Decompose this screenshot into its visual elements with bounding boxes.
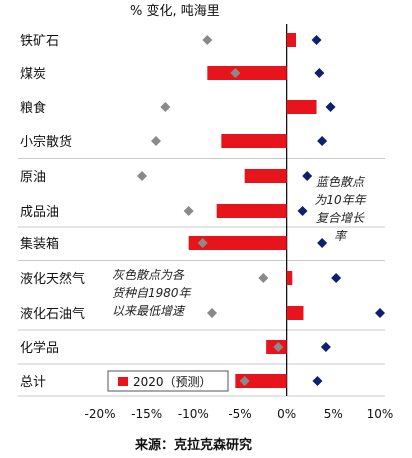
category-label: 化学品 bbox=[20, 340, 59, 356]
grey-marker bbox=[160, 102, 171, 112]
blue-note-line: 复合增长 bbox=[316, 211, 365, 225]
category-label: 集装箱 bbox=[20, 236, 59, 252]
grey-marker bbox=[258, 273, 269, 283]
x-tick-label: -15% bbox=[131, 407, 162, 421]
x-tick-label: 0% bbox=[277, 407, 296, 421]
grey-note-line: 货种自1980年 bbox=[112, 286, 193, 300]
bar bbox=[244, 169, 287, 183]
blue-marker bbox=[297, 206, 308, 216]
blue-note-line: 为10年年 bbox=[314, 193, 367, 207]
blue-marker bbox=[331, 273, 342, 283]
blue-marker bbox=[302, 171, 313, 181]
x-tick-label: -20% bbox=[84, 407, 115, 421]
category-label: 铁矿石 bbox=[20, 34, 59, 49]
grey-marker bbox=[207, 308, 217, 318]
category-label: 总计 bbox=[20, 375, 46, 390]
bar bbox=[286, 306, 304, 320]
bar bbox=[216, 204, 287, 218]
grey-note-line: 灰色散点为各 bbox=[112, 268, 185, 282]
blue-marker bbox=[320, 342, 331, 352]
x-tick-label: -10% bbox=[178, 407, 209, 421]
x-tick-label: 5% bbox=[324, 407, 343, 421]
blue-note-line: 蓝色散点 bbox=[316, 175, 366, 189]
category-label: 成品油 bbox=[20, 205, 59, 220]
blue-marker bbox=[317, 238, 328, 248]
category-label: 液化石油气 bbox=[20, 306, 85, 322]
x-tick-label: -5% bbox=[228, 407, 251, 421]
x-tick-label: 10% bbox=[367, 407, 394, 421]
bar bbox=[221, 134, 287, 148]
bar bbox=[235, 374, 287, 388]
blue-marker bbox=[317, 136, 328, 146]
grey-marker bbox=[137, 171, 147, 181]
category-label: 小宗散货 bbox=[20, 134, 72, 150]
bar bbox=[286, 33, 296, 47]
grey-marker bbox=[197, 238, 208, 248]
blue-marker bbox=[311, 35, 322, 45]
category-label: 煤炭 bbox=[20, 67, 46, 82]
category-label: 粮食 bbox=[20, 100, 46, 116]
grey-marker bbox=[183, 206, 194, 216]
grey-note-line: 以来最低增速 bbox=[112, 304, 186, 318]
bar bbox=[188, 236, 287, 250]
blue-marker bbox=[375, 308, 385, 318]
grey-marker bbox=[239, 376, 250, 386]
blue-marker bbox=[314, 68, 325, 78]
bar bbox=[207, 66, 287, 80]
blue-note-line: 率 bbox=[334, 229, 348, 243]
grey-marker bbox=[151, 136, 161, 146]
blue-marker bbox=[325, 102, 336, 112]
category-label: 液化天然气 bbox=[20, 271, 85, 287]
chart-source: 来源：克拉克森研究 bbox=[134, 437, 252, 453]
category-label: 原油 bbox=[20, 170, 46, 185]
grey-marker bbox=[202, 35, 213, 45]
bar bbox=[286, 100, 317, 114]
grey-marker bbox=[273, 342, 284, 352]
legend-box bbox=[107, 370, 229, 392]
blue-marker bbox=[312, 376, 323, 386]
chart-title: % 变化, 吨海里 bbox=[130, 3, 220, 19]
legend-swatch bbox=[118, 377, 128, 386]
bar bbox=[286, 271, 293, 285]
legend-label: 2020（预测） bbox=[133, 375, 212, 389]
grey-marker bbox=[230, 68, 241, 78]
